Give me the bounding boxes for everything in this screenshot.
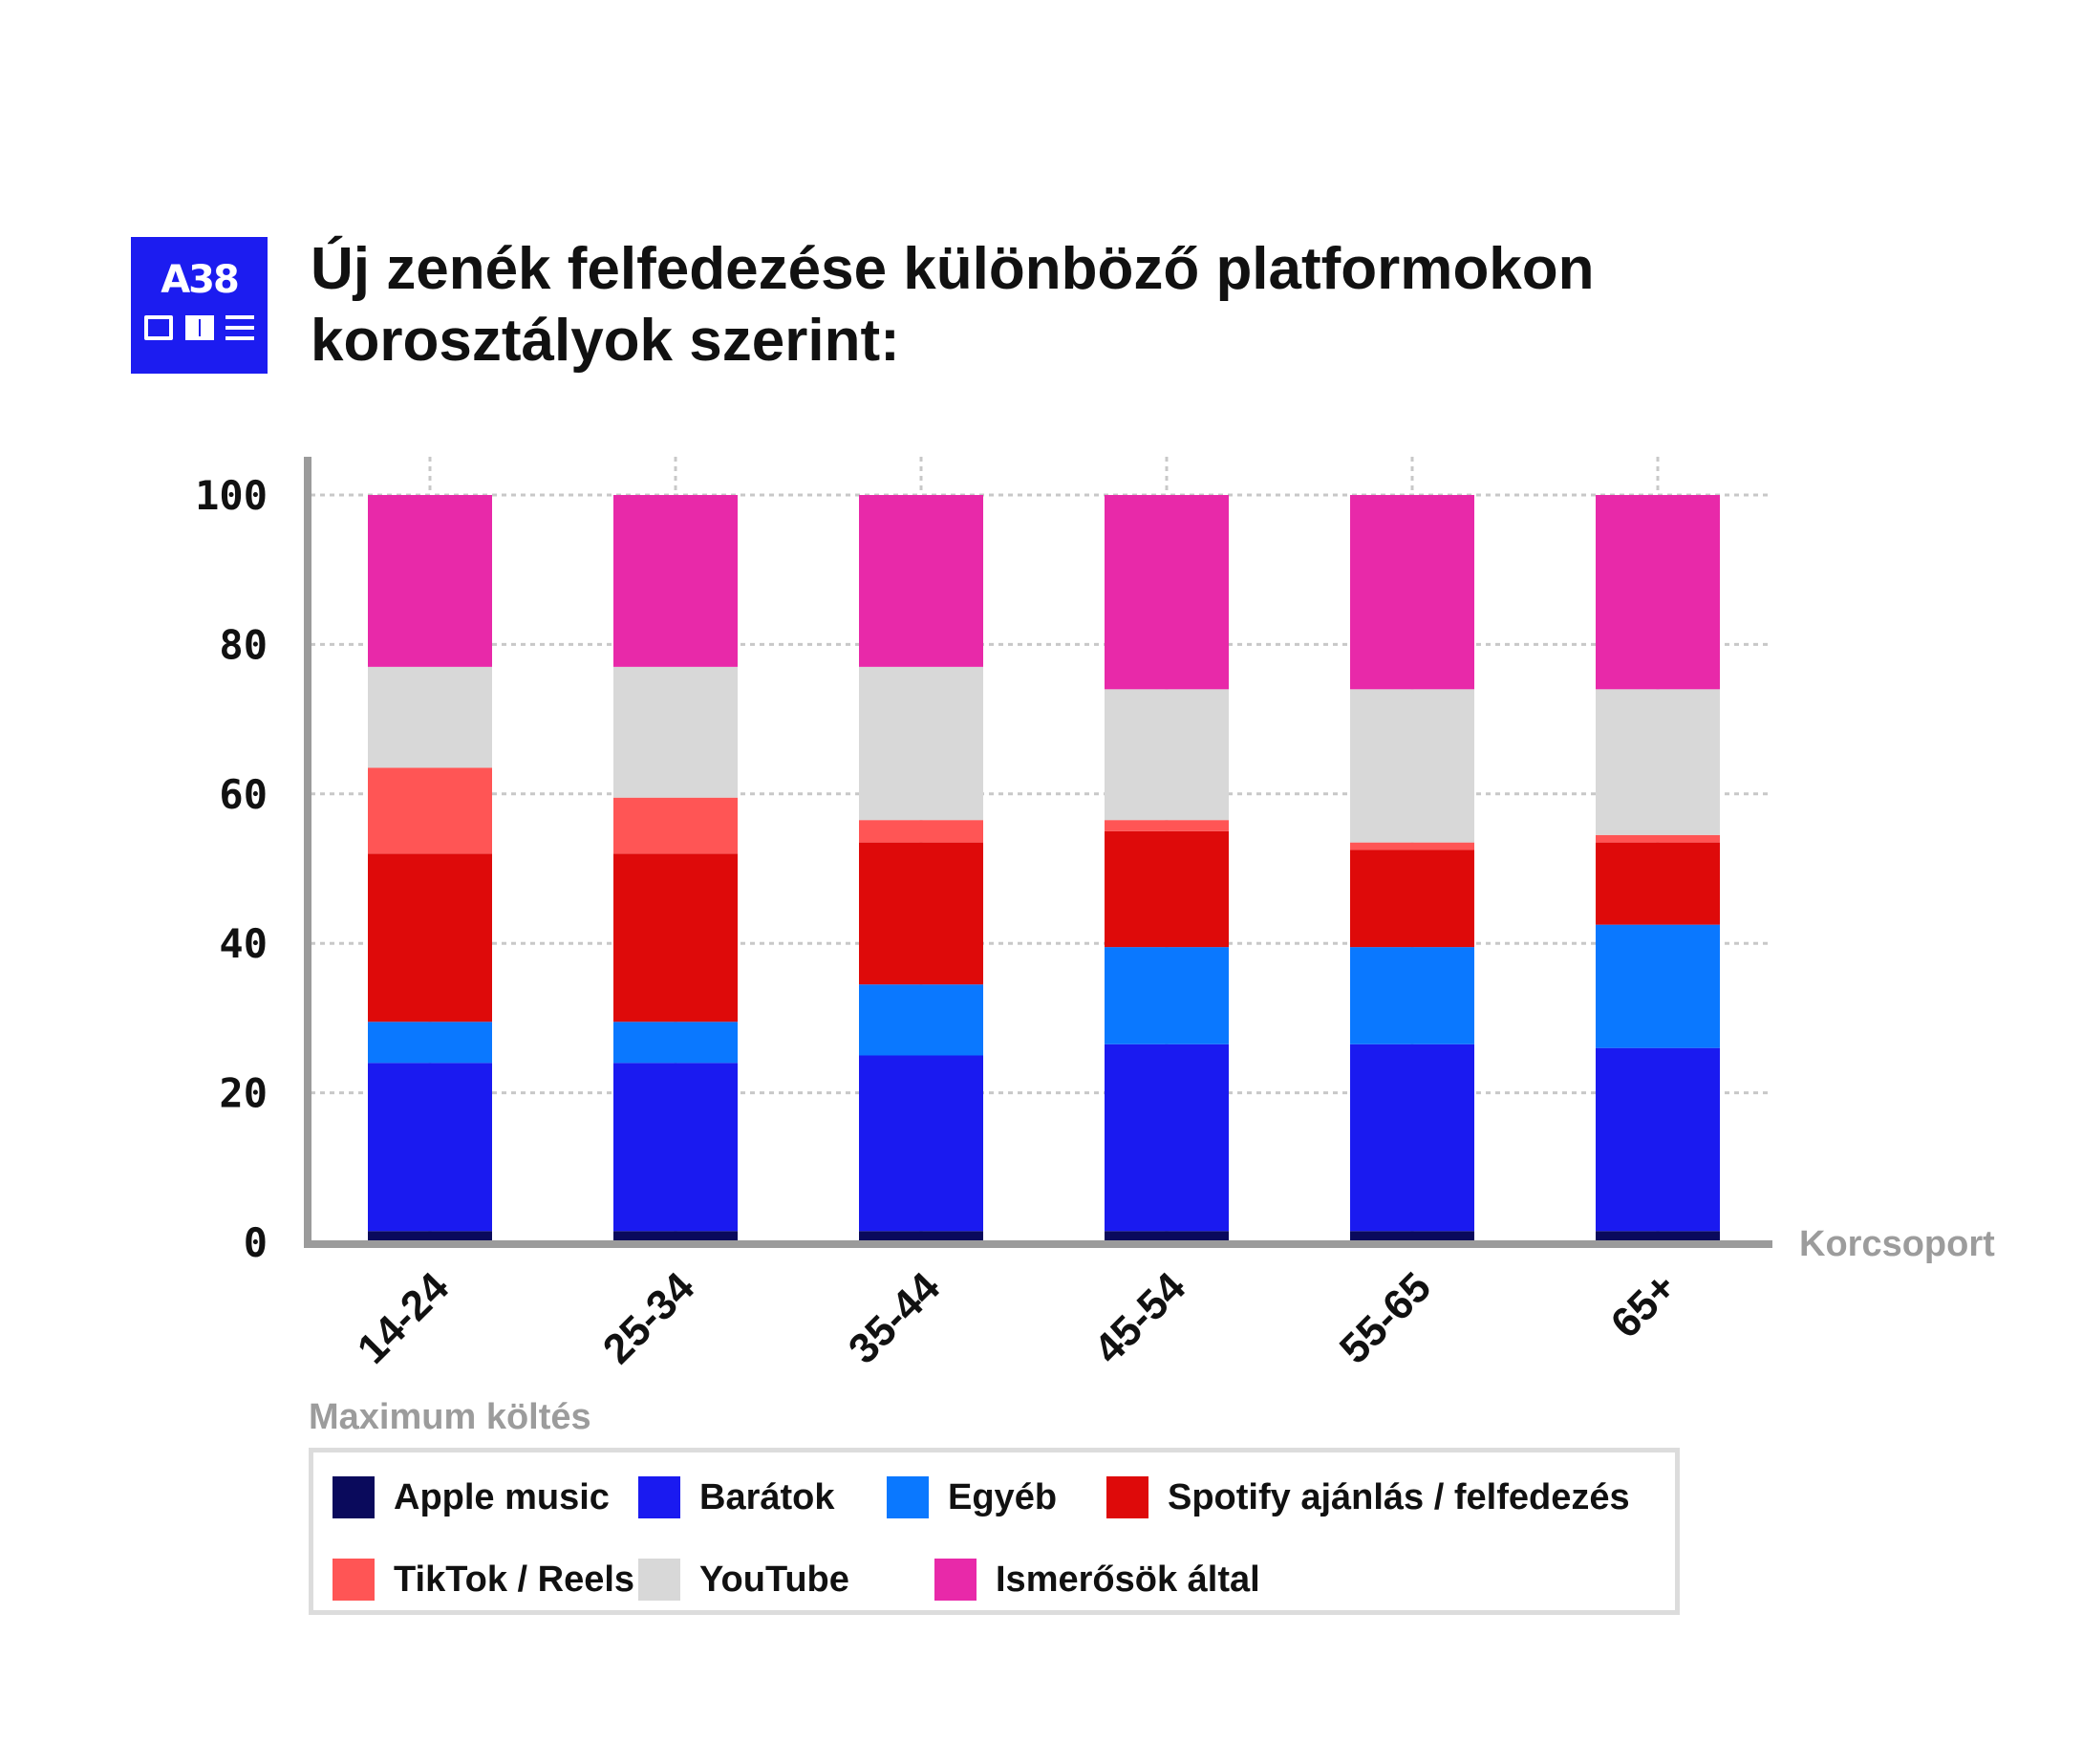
bar-segment-45-54-egy-b [1105,947,1229,1044]
bar-segment-65+-spotify-aj-nl-s-felfedez-s [1596,842,1720,925]
x-tick-label: 14-24 [349,1263,459,1373]
bar-segment-65+-ismer-s-k-ltal [1596,495,1720,690]
legend-label: Ismerősök által [996,1559,1260,1600]
bar-segment-45-54-youtube [1105,689,1229,821]
bar-segment-14-24-spotify-aj-nl-s-felfedez-s [368,853,492,1022]
bar-segment-55-65-youtube [1350,689,1474,843]
bar-segment-14-24-youtube [368,666,492,768]
legend-swatch [333,1559,375,1601]
x-tick-label: 65+ [1602,1263,1685,1346]
bar-segment-35-44-tiktok-reels [859,820,983,843]
bar-segment-35-44-spotify-aj-nl-s-felfedez-s [859,842,983,985]
bar-segment-65+-bar-tok [1596,1047,1720,1232]
gridlines [311,457,1772,1242]
legend-label: Apple music [394,1476,610,1517]
bar-segment-55-65-egy-b [1350,947,1474,1044]
y-tick-label: 0 [244,1219,268,1266]
legend-label: Barátok [699,1476,835,1517]
bar-segment-25-34-egy-b [613,1022,738,1064]
y-tick-label: 40 [219,920,268,967]
legend-item: Spotify ajánlás / felfedezés [1106,1474,1630,1521]
bar-segment-25-34-tiktok-reels [613,797,738,854]
legend-swatch [1106,1476,1148,1518]
legend-swatch [638,1476,680,1518]
y-tick-label: 60 [219,771,268,818]
bar-segment-35-44-ismer-s-k-ltal [859,495,983,667]
bar-segment-35-44-egy-b [859,984,983,1056]
bar-segment-45-54-apple-music [1105,1231,1229,1242]
y-tick-label: 80 [219,621,268,668]
bar-segment-14-24-tiktok-reels [368,767,492,854]
bar-segment-55-65-ismer-s-k-ltal [1350,495,1474,690]
legend-item: Egyéb [887,1474,1057,1521]
legend-swatch [333,1476,375,1518]
bar-segment-45-54-bar-tok [1105,1043,1229,1232]
chart-title-line-2: korosztályok szerint: [311,308,900,374]
bar-segment-35-44-bar-tok [859,1055,983,1232]
bar-segment-14-24-ismer-s-k-ltal [368,495,492,667]
chart-title-line-1: Új zenék felfedezése különböző platformo… [311,236,1595,302]
bar-segment-55-65-bar-tok [1350,1043,1474,1232]
legend-label: TikTok / Reels [394,1559,635,1600]
bar-segment-55-65-spotify-aj-nl-s-felfedez-s [1350,850,1474,948]
bar-segment-14-24-egy-b [368,1022,492,1064]
bar-segment-35-44-youtube [859,666,983,821]
bar-segment-25-34-apple-music [613,1231,738,1242]
legend-label: YouTube [699,1559,849,1600]
legend-swatch [638,1559,680,1601]
a38-logo: A38 [131,237,268,374]
bar-segment-25-34-ismer-s-k-ltal [613,495,738,667]
bar-segment-14-24-apple-music [368,1231,492,1242]
legend-label: Egyéb [948,1476,1058,1517]
legend-item: Apple music [333,1474,610,1521]
bar-segment-14-24-bar-tok [368,1063,492,1232]
bar-segment-45-54-spotify-aj-nl-s-felfedez-s [1105,830,1229,948]
legend-item: TikTok / Reels [333,1556,634,1603]
x-tick-label: 45-54 [1085,1263,1195,1373]
legend-swatch [934,1559,977,1601]
bar-segment-65+-apple-music [1596,1231,1720,1242]
bar-segment-35-44-apple-music [859,1231,983,1242]
legend-item: Ismerősök által [934,1556,1260,1603]
bar-segment-65+-tiktok-reels [1596,834,1720,843]
bar-segment-45-54-tiktok-reels [1105,820,1229,831]
bar-segment-25-34-spotify-aj-nl-s-felfedez-s [613,853,738,1022]
legend-item: Barátok [638,1474,835,1521]
x-axis-title: Korcsoport [1799,1224,1995,1264]
x-tick-label: 35-44 [840,1263,950,1373]
logo-marks [144,315,254,344]
bars [368,495,1720,1242]
x-tick-label: 25-34 [594,1263,704,1373]
legend-item: YouTube [638,1556,849,1603]
bar-segment-65+-egy-b [1596,924,1720,1048]
legend-swatch [887,1476,929,1518]
axes [304,457,1772,1248]
logo-text: A38 [161,258,240,302]
y-tick-label: 20 [219,1070,268,1117]
bar-segment-25-34-bar-tok [613,1063,738,1232]
bar-segment-55-65-apple-music [1350,1231,1474,1242]
x-tick-label: 55-65 [1331,1263,1440,1372]
chart-title: Új zenék felfedezése különböző platformo… [311,233,1595,376]
bar-segment-25-34-youtube [613,666,738,798]
bar-segment-65+-youtube [1596,689,1720,835]
bar-segment-55-65-tiktok-reels [1350,842,1474,850]
legend: Apple music Barátok Egyéb Spotify ajánlás /… [309,1448,1680,1615]
stacked-bar-chart: 0 20 40 60 80 100 14-24 25-34 35-44 45-54 55-65 65+… [195,457,1995,1373]
bar-segment-45-54-ismer-s-k-ltal [1105,495,1229,690]
y-tick-label: 100 [195,472,268,519]
legend-heading: Maximum költés [309,1397,591,1437]
legend-label: Spotify ajánlás / felfedezés [1168,1476,1630,1517]
